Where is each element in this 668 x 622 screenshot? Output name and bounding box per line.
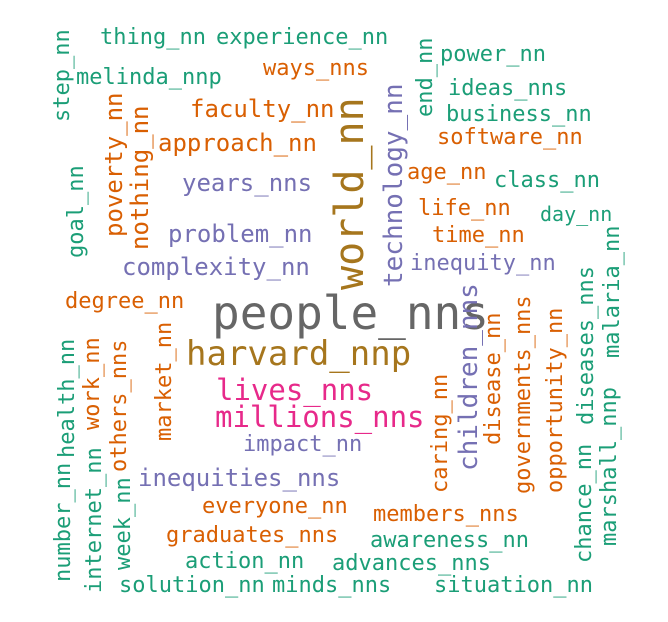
word-melinda: melinda_nnp bbox=[76, 65, 222, 90]
word-disease: disease_nn bbox=[481, 312, 506, 445]
word-harvard: harvard_nnp bbox=[186, 334, 412, 374]
word-degree: degree_nn bbox=[65, 289, 185, 314]
word-action: action_nn bbox=[185, 549, 305, 574]
word-work: work_nn bbox=[80, 337, 105, 430]
word-complexity: complexity_nn bbox=[122, 253, 310, 281]
word-malaria: malaria_nn bbox=[600, 225, 625, 358]
word-world: world_nn bbox=[327, 97, 373, 290]
word-governments: governments_nns bbox=[511, 295, 536, 494]
word-number: number_nn bbox=[51, 462, 76, 582]
word-technology: technology_nn bbox=[379, 83, 409, 288]
word-marshall: marshall_nnp bbox=[597, 387, 622, 546]
word-time: time_nn bbox=[432, 223, 525, 248]
word-day: day_nn bbox=[540, 202, 613, 226]
word-problem: problem_nn bbox=[168, 220, 313, 248]
word-experience: experience_nn bbox=[216, 25, 389, 50]
word-age: age_nn bbox=[407, 160, 487, 185]
word-power: power_nn bbox=[440, 42, 546, 67]
word-internet: internet_nn bbox=[82, 447, 107, 593]
word-thing: thing_nn bbox=[100, 25, 206, 50]
word-ways: ways_nns bbox=[263, 56, 369, 81]
word-class: class_nn bbox=[494, 168, 600, 193]
word-minds: minds_nns bbox=[272, 573, 392, 598]
word-inequity: inequity_nn bbox=[410, 251, 556, 276]
word-poverty: poverty_nn bbox=[100, 92, 128, 238]
word-people: people_nns bbox=[212, 286, 489, 340]
word-millions: millions_nns bbox=[215, 400, 425, 434]
word-business: business_nn bbox=[446, 102, 592, 127]
word-years: years_nns bbox=[182, 169, 313, 197]
word-impact: impact_nn bbox=[243, 432, 363, 457]
word-software: software_nn bbox=[437, 125, 583, 150]
word-advances: advances_nns bbox=[332, 551, 491, 576]
word-members: members_nns bbox=[373, 502, 519, 527]
word-goal: goal_nn bbox=[64, 165, 89, 258]
word-diseases: diseases_nns bbox=[574, 266, 599, 425]
word-step: step_nn bbox=[50, 29, 75, 122]
word-week: week_nn bbox=[111, 477, 136, 570]
word-awareness: awareness_nn bbox=[370, 528, 529, 553]
word-inequities: inequities_nns bbox=[138, 464, 341, 492]
word-situation: situation_nn bbox=[434, 573, 593, 598]
word-faculty: faculty_nn bbox=[190, 95, 335, 123]
word-graduates: graduates_nns bbox=[166, 523, 339, 548]
word-others: others_nns bbox=[107, 339, 132, 472]
word-lives: lives_nns bbox=[216, 373, 374, 407]
word-caring: caring_nn bbox=[428, 373, 453, 493]
word-everyone: everyone_nn bbox=[202, 494, 348, 519]
word-nothing: nothing_nn bbox=[126, 105, 154, 251]
word-approach: approach_nn bbox=[158, 129, 317, 157]
word-ideas: ideas_nns bbox=[448, 76, 568, 101]
word-children: children_nns bbox=[454, 283, 484, 471]
word-end: end_nn bbox=[413, 37, 438, 117]
word-chance: chance_nn bbox=[572, 443, 597, 563]
word-health: health_nn bbox=[55, 338, 80, 458]
word-solution: solution_nn bbox=[119, 573, 265, 598]
word-market: market_nn bbox=[152, 321, 177, 441]
word-opportunity: opportunity_nn bbox=[543, 307, 568, 493]
word-life: life_nn bbox=[418, 196, 511, 221]
